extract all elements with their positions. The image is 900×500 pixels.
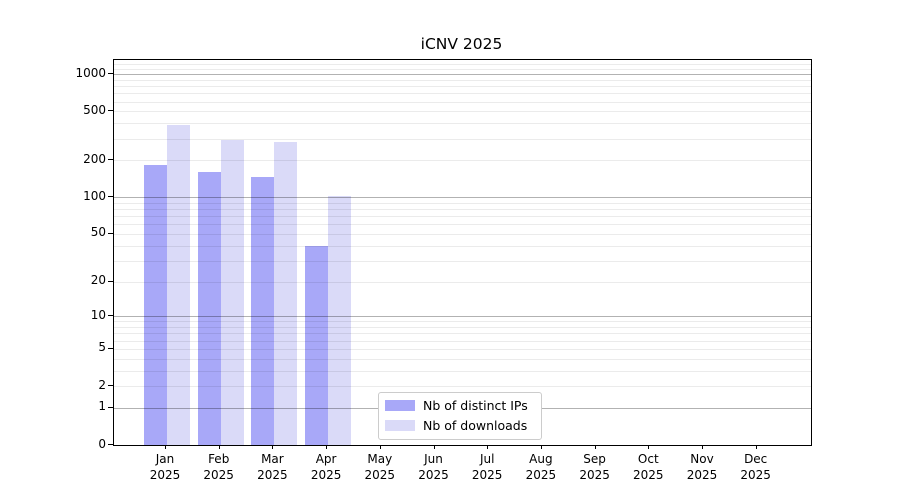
gridline-minor <box>114 386 811 388</box>
y-tick-label: 10 <box>90 307 106 322</box>
gridline-minor <box>114 333 811 335</box>
gridline-minor <box>114 327 811 329</box>
gridline-minor <box>114 348 811 350</box>
x-tick-mark <box>540 445 542 449</box>
legend-item-downloads: Nb of downloads <box>385 418 533 433</box>
y-tick-label: 1000 <box>75 65 106 80</box>
y-tick-mark <box>108 196 113 198</box>
gridline-minor <box>114 260 811 262</box>
x-tick-mark <box>594 445 596 449</box>
gridline-minor <box>114 138 811 140</box>
gridline-major <box>114 197 811 199</box>
y-tick-mark <box>108 110 113 112</box>
gridline-minor <box>114 224 811 226</box>
x-tick-label: Mar 2025 <box>257 452 288 482</box>
gridline-minor <box>114 370 811 372</box>
y-tick-label: 20 <box>90 273 106 288</box>
gridline-minor <box>114 216 811 218</box>
x-tick-label: Jan 2025 <box>149 452 181 482</box>
legend: Nb of distinct IPs Nb of downloads <box>378 392 542 440</box>
x-tick-label: Oct 2025 <box>633 452 664 482</box>
y-tick-label: 2 <box>98 377 106 392</box>
x-tick-label: Dec 2025 <box>740 452 771 482</box>
y-tick-mark <box>108 406 113 408</box>
x-tick-mark <box>702 445 703 449</box>
bar-distinct-ips-feb <box>197 172 221 445</box>
x-tick-label: Feb 2025 <box>203 452 234 482</box>
gridline-minor <box>114 281 811 283</box>
x-tick-mark <box>648 445 650 449</box>
legend-label-distinct-ips: Nb of distinct IPs <box>423 398 528 413</box>
y-tick-label: 0 <box>98 436 106 451</box>
gridline-minor <box>114 358 811 360</box>
gridline-minor <box>114 111 811 113</box>
plot-area <box>113 59 812 446</box>
gridline-minor <box>114 123 811 125</box>
gridline-minor <box>114 209 811 211</box>
y-tick-label: 50 <box>90 225 106 240</box>
y-tick-mark <box>108 315 113 317</box>
bar-distinct-ips-jan <box>144 165 167 445</box>
gridline-minor <box>114 160 811 162</box>
legend-swatch-downloads <box>385 420 415 431</box>
y-tick-mark <box>108 444 113 445</box>
bar-distinct-ips-mar <box>251 177 275 445</box>
x-tick-label: Jun 2025 <box>418 452 449 482</box>
gridline-minor <box>114 202 811 204</box>
x-tick-mark <box>326 445 328 449</box>
y-tick-mark <box>108 232 113 234</box>
gridline-minor <box>114 233 811 235</box>
legend-label-downloads: Nb of downloads <box>423 418 528 433</box>
x-tick-mark <box>165 445 166 449</box>
bar-downloads-feb <box>220 139 244 445</box>
x-tick-mark <box>379 445 381 449</box>
y-tick-label: 5 <box>98 340 106 355</box>
y-tick-label: 100 <box>83 188 106 203</box>
gridline-major <box>114 74 811 76</box>
bar-distinct-ips-apr <box>305 245 329 445</box>
x-tick-mark <box>272 445 274 449</box>
x-tick-label: Jul 2025 <box>471 452 503 482</box>
y-tick-label: 200 <box>83 151 106 166</box>
chart-title: iCNV 2025 <box>420 35 503 53</box>
legend-swatch-distinct-ips <box>385 400 415 411</box>
x-tick-mark <box>218 445 220 449</box>
x-tick-label: May 2025 <box>364 452 396 482</box>
gridline-minor <box>114 93 811 95</box>
bar-downloads-apr <box>328 196 352 445</box>
y-tick-mark <box>108 280 113 282</box>
x-tick-label: Apr 2025 <box>310 452 342 482</box>
gridline-minor <box>114 101 811 103</box>
x-tick-mark <box>433 445 435 449</box>
gridline-minor <box>114 321 811 323</box>
y-tick-mark <box>108 73 113 75</box>
y-tick-mark <box>108 385 113 387</box>
gridline-minor <box>114 69 811 71</box>
x-tick-mark <box>755 445 757 449</box>
bar-downloads-jan <box>167 125 190 445</box>
bar-downloads-mar <box>274 142 298 445</box>
y-tick-label: 500 <box>83 102 106 117</box>
gridline-minor <box>114 340 811 342</box>
gridline-minor <box>114 79 811 81</box>
x-tick-mark <box>487 445 489 449</box>
gridline-minor <box>114 245 811 247</box>
y-tick-mark <box>108 159 113 161</box>
gridline-major <box>114 316 811 318</box>
x-tick-label: Sep 2025 <box>579 452 610 482</box>
y-tick-label: 1 <box>98 399 106 414</box>
x-tick-label: Aug 2025 <box>525 452 557 482</box>
x-tick-label: Nov 2025 <box>686 452 718 482</box>
legend-item-distinct-ips: Nb of distinct IPs <box>385 398 533 413</box>
y-tick-mark <box>108 347 113 349</box>
gridline-minor <box>114 86 811 88</box>
gridline-minor <box>114 64 811 66</box>
